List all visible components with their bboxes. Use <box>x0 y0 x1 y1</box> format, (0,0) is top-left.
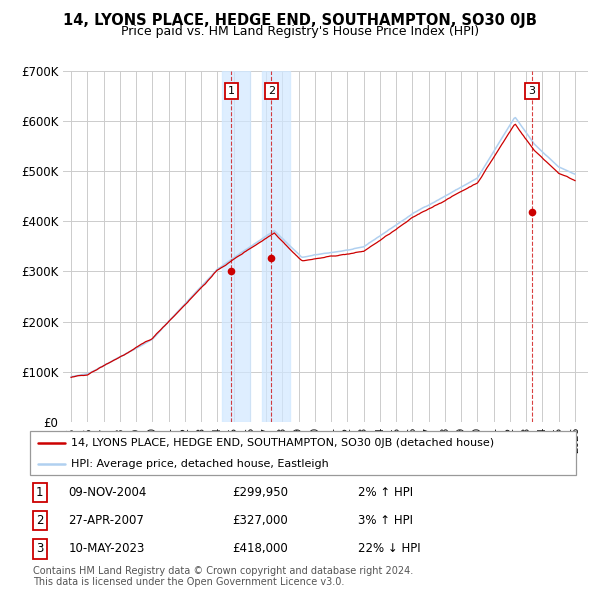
Text: 2: 2 <box>36 514 44 527</box>
Text: 14, LYONS PLACE, HEDGE END, SOUTHAMPTON, SO30 0JB: 14, LYONS PLACE, HEDGE END, SOUTHAMPTON,… <box>63 13 537 28</box>
Bar <box>262 71 290 422</box>
Text: 22% ↓ HPI: 22% ↓ HPI <box>358 542 420 555</box>
FancyBboxPatch shape <box>30 431 576 475</box>
Text: £299,950: £299,950 <box>232 486 288 499</box>
Text: 27-APR-2007: 27-APR-2007 <box>68 514 144 527</box>
Bar <box>223 71 250 422</box>
Text: £327,000: £327,000 <box>232 514 288 527</box>
Text: This data is licensed under the Open Government Licence v3.0.: This data is licensed under the Open Gov… <box>33 577 344 587</box>
Text: 3: 3 <box>36 542 44 555</box>
Text: Price paid vs. HM Land Registry's House Price Index (HPI): Price paid vs. HM Land Registry's House … <box>121 25 479 38</box>
Text: 1: 1 <box>228 86 235 96</box>
Text: 14, LYONS PLACE, HEDGE END, SOUTHAMPTON, SO30 0JB (detached house): 14, LYONS PLACE, HEDGE END, SOUTHAMPTON,… <box>71 438 494 448</box>
Text: Contains HM Land Registry data © Crown copyright and database right 2024.: Contains HM Land Registry data © Crown c… <box>33 566 413 576</box>
Text: £418,000: £418,000 <box>232 542 288 555</box>
Text: 1: 1 <box>36 486 44 499</box>
Text: 10-MAY-2023: 10-MAY-2023 <box>68 542 145 555</box>
Text: HPI: Average price, detached house, Eastleigh: HPI: Average price, detached house, East… <box>71 459 329 469</box>
Text: 3: 3 <box>529 86 536 96</box>
Text: 2% ↑ HPI: 2% ↑ HPI <box>358 486 413 499</box>
Text: 2: 2 <box>268 86 275 96</box>
Text: 09-NOV-2004: 09-NOV-2004 <box>68 486 146 499</box>
Text: 3% ↑ HPI: 3% ↑ HPI <box>358 514 413 527</box>
